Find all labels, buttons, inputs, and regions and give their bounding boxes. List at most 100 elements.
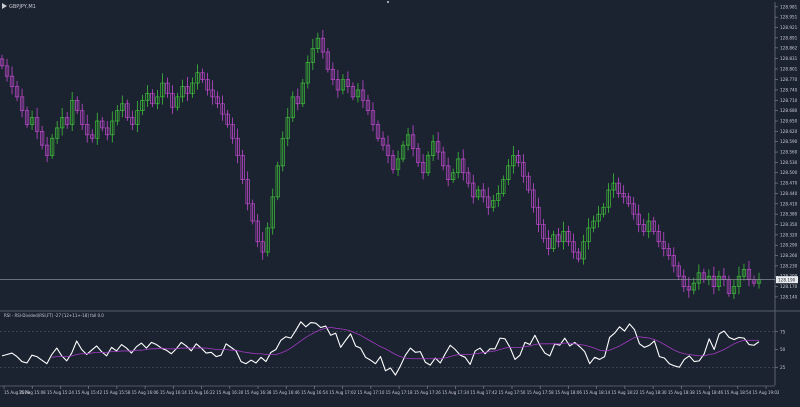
- time-tick-label: 15 Aug 17:18: [386, 390, 413, 395]
- time-tick-label: 15 Aug 16:22: [188, 390, 215, 395]
- bear-candle: [4, 65, 10, 77]
- bull-candle: [581, 241, 586, 260]
- bear-candle: [556, 234, 561, 243]
- price-tick-label: 128.410: [780, 201, 798, 206]
- price-tick-label: 128.862: [780, 45, 798, 50]
- price-tick-label: 128.921: [780, 25, 798, 30]
- time-tick-label: 15 Aug 15:08: [19, 390, 46, 395]
- bull-candle: [611, 182, 616, 191]
- bear-candle: [45, 144, 50, 156]
- bull-candle: [95, 120, 100, 139]
- bear-candle: [471, 182, 476, 198]
- bear-candle: [34, 117, 40, 132]
- bull-candle: [270, 196, 275, 229]
- time-tick-label: 15 Aug 18:14: [583, 390, 610, 395]
- bull-candle: [496, 193, 501, 201]
- bear-candle: [466, 172, 471, 184]
- price-tick-label: 128.620: [780, 129, 798, 134]
- bear-candle: [441, 151, 446, 167]
- bear-candle: [240, 155, 245, 180]
- bull-candle: [586, 227, 591, 243]
- bear-candle: [536, 206, 541, 225]
- time-tick-label: 15 Aug 17:42: [470, 390, 497, 395]
- bull-candle: [55, 127, 60, 139]
- indicator-signal-line: [51, 327, 759, 360]
- bear-candle: [325, 51, 330, 70]
- bear-candle: [14, 86, 20, 98]
- time-tick-label: 15 Aug 17:50: [499, 390, 526, 395]
- price-tick-label: 128.260: [780, 253, 798, 258]
- price-tick-label: 128.981: [780, 4, 798, 9]
- indicator-tick-label: 25: [780, 365, 786, 370]
- time-tick-label: 15 Aug 18:22: [611, 390, 638, 395]
- time-tick-label: 15 Aug 18:54: [724, 390, 751, 395]
- price-tick-label: 128.801: [780, 66, 798, 71]
- bear-candle: [210, 89, 215, 98]
- bear-candle: [656, 231, 661, 243]
- price-tick-label: 128.440: [780, 191, 798, 196]
- indicator-tick-label: 50: [780, 347, 786, 352]
- time-tick-label: 15 Aug 15:58: [103, 390, 130, 395]
- bull-candle: [561, 231, 566, 243]
- bull-candle: [175, 96, 180, 108]
- price-tick-label: 128.560: [780, 150, 798, 155]
- bear-candle: [215, 96, 220, 105]
- bear-candle: [350, 86, 356, 98]
- price-tick-label: 128.350: [780, 222, 798, 227]
- bull-candle: [300, 82, 305, 105]
- bear-candle: [9, 75, 15, 87]
- bear-candle: [636, 213, 641, 225]
- indicator-series: [1, 321, 760, 376]
- bear-candle: [661, 241, 666, 249]
- bear-candle: [320, 37, 325, 53]
- bull-candle: [456, 158, 461, 174]
- current-price-label: 128.190: [778, 277, 796, 282]
- price-tick-label: 128.951: [780, 15, 798, 20]
- bear-candle: [541, 224, 546, 239]
- bull-candle: [180, 86, 185, 98]
- price-tick-label: 128.831: [780, 56, 798, 61]
- bear-candle: [666, 248, 671, 256]
- bear-candle: [230, 124, 235, 139]
- bull-candle: [551, 234, 556, 249]
- bear-candle: [24, 110, 30, 125]
- bull-candle: [511, 155, 516, 167]
- bear-candle: [205, 79, 210, 91]
- bull-candle: [280, 137, 285, 167]
- time-tick-label: 15 Aug 18:46: [696, 390, 723, 395]
- bear-candle: [521, 162, 526, 177]
- bear-candle: [390, 155, 396, 170]
- time-tick-label: 15 Aug 18:06: [555, 390, 582, 395]
- bull-candle: [696, 272, 701, 284]
- bear-candle: [531, 189, 536, 208]
- bull-candle: [340, 79, 346, 91]
- bear-candle: [631, 203, 636, 215]
- bear-candle: [365, 99, 371, 112]
- bull-candle: [400, 144, 406, 160]
- bear-candle: [421, 162, 426, 174]
- bull-candle: [451, 172, 456, 180]
- time-tick-label: 15 Aug 16:06: [132, 390, 159, 395]
- resize-grip-icon[interactable]: [387, 1, 389, 3]
- time-tick-label: 15 Aug 18:38: [668, 390, 695, 395]
- time-tick-label: 15 Aug 17:10: [357, 390, 384, 395]
- bear-candle: [330, 68, 335, 80]
- bull-candle: [305, 62, 310, 84]
- price-tick-label: 128.891: [780, 35, 798, 40]
- indicator-axis: 75 50 25: [0, 329, 786, 370]
- bear-candle: [225, 113, 230, 125]
- bear-candle: [65, 117, 70, 125]
- bear-candle: [295, 96, 300, 105]
- bear-candle: [461, 158, 466, 174]
- bear-candle: [105, 127, 110, 136]
- bear-candle: [185, 86, 190, 94]
- bull-candle: [195, 72, 200, 84]
- bear-candle: [410, 134, 416, 149]
- price-tick-label: 128.500: [780, 170, 798, 175]
- bear-candle: [345, 79, 351, 87]
- price-tick-label: 128.470: [780, 181, 798, 186]
- bull-candle: [190, 82, 195, 94]
